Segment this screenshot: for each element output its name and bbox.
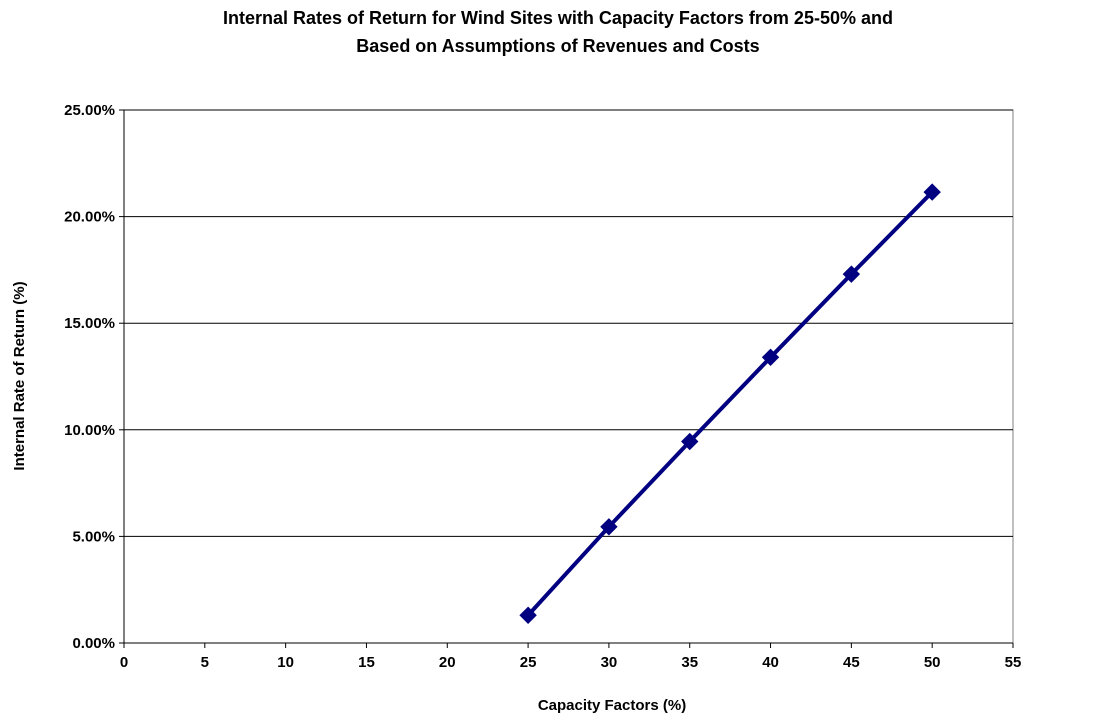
x-tick-label: 50 (924, 654, 941, 671)
plot-area (123, 109, 1014, 644)
x-tick-label: 25 (520, 654, 537, 671)
x-tick-label: 10 (277, 654, 294, 671)
x-tick-label: 20 (439, 654, 456, 671)
data-point-marker (842, 265, 861, 283)
x-axis-title: Capacity Factors (%) (538, 697, 686, 714)
x-tick-label: 15 (358, 654, 375, 671)
chart-title-line-2: Based on Assumptions of Revenues and Cos… (356, 36, 759, 56)
data-point-marker (923, 183, 941, 201)
y-tick-label: 15.00% (64, 315, 115, 332)
x-tick-label: 5 (201, 654, 209, 671)
x-tick-label: 55 (1005, 654, 1022, 671)
x-tick-label: 40 (762, 654, 779, 671)
data-point-marker (761, 348, 780, 367)
x-tick-label: 30 (601, 654, 618, 671)
x-tick-label: 45 (843, 654, 860, 671)
x-tick-label: 35 (681, 654, 698, 671)
y-axis-ticks: 0.00% 5.00% 10.00% 15.00% 20.00% 25.00% (64, 102, 124, 652)
x-axis-ticks: 0 5 10 15 20 25 30 35 40 45 50 55 (120, 643, 1022, 671)
data-point-marker (519, 606, 537, 624)
y-tick-label: 10.00% (64, 422, 115, 439)
x-tick-label: 0 (120, 654, 128, 671)
data-point-marker (681, 432, 699, 451)
y-tick-label: 25.00% (64, 102, 115, 119)
series-layer (519, 183, 941, 624)
y-tick-label: 5.00% (72, 528, 115, 545)
y-tick-label: 20.00% (64, 209, 115, 226)
chart-title-line-1: Internal Rates of Return for Wind Sites … (223, 8, 893, 28)
y-tick-label: 0.00% (72, 635, 115, 652)
series-line (526, 190, 934, 617)
grid-lines (124, 109, 1013, 537)
data-point-marker (600, 518, 618, 536)
y-axis-title: Internal Rate of Return (%) (11, 281, 28, 470)
